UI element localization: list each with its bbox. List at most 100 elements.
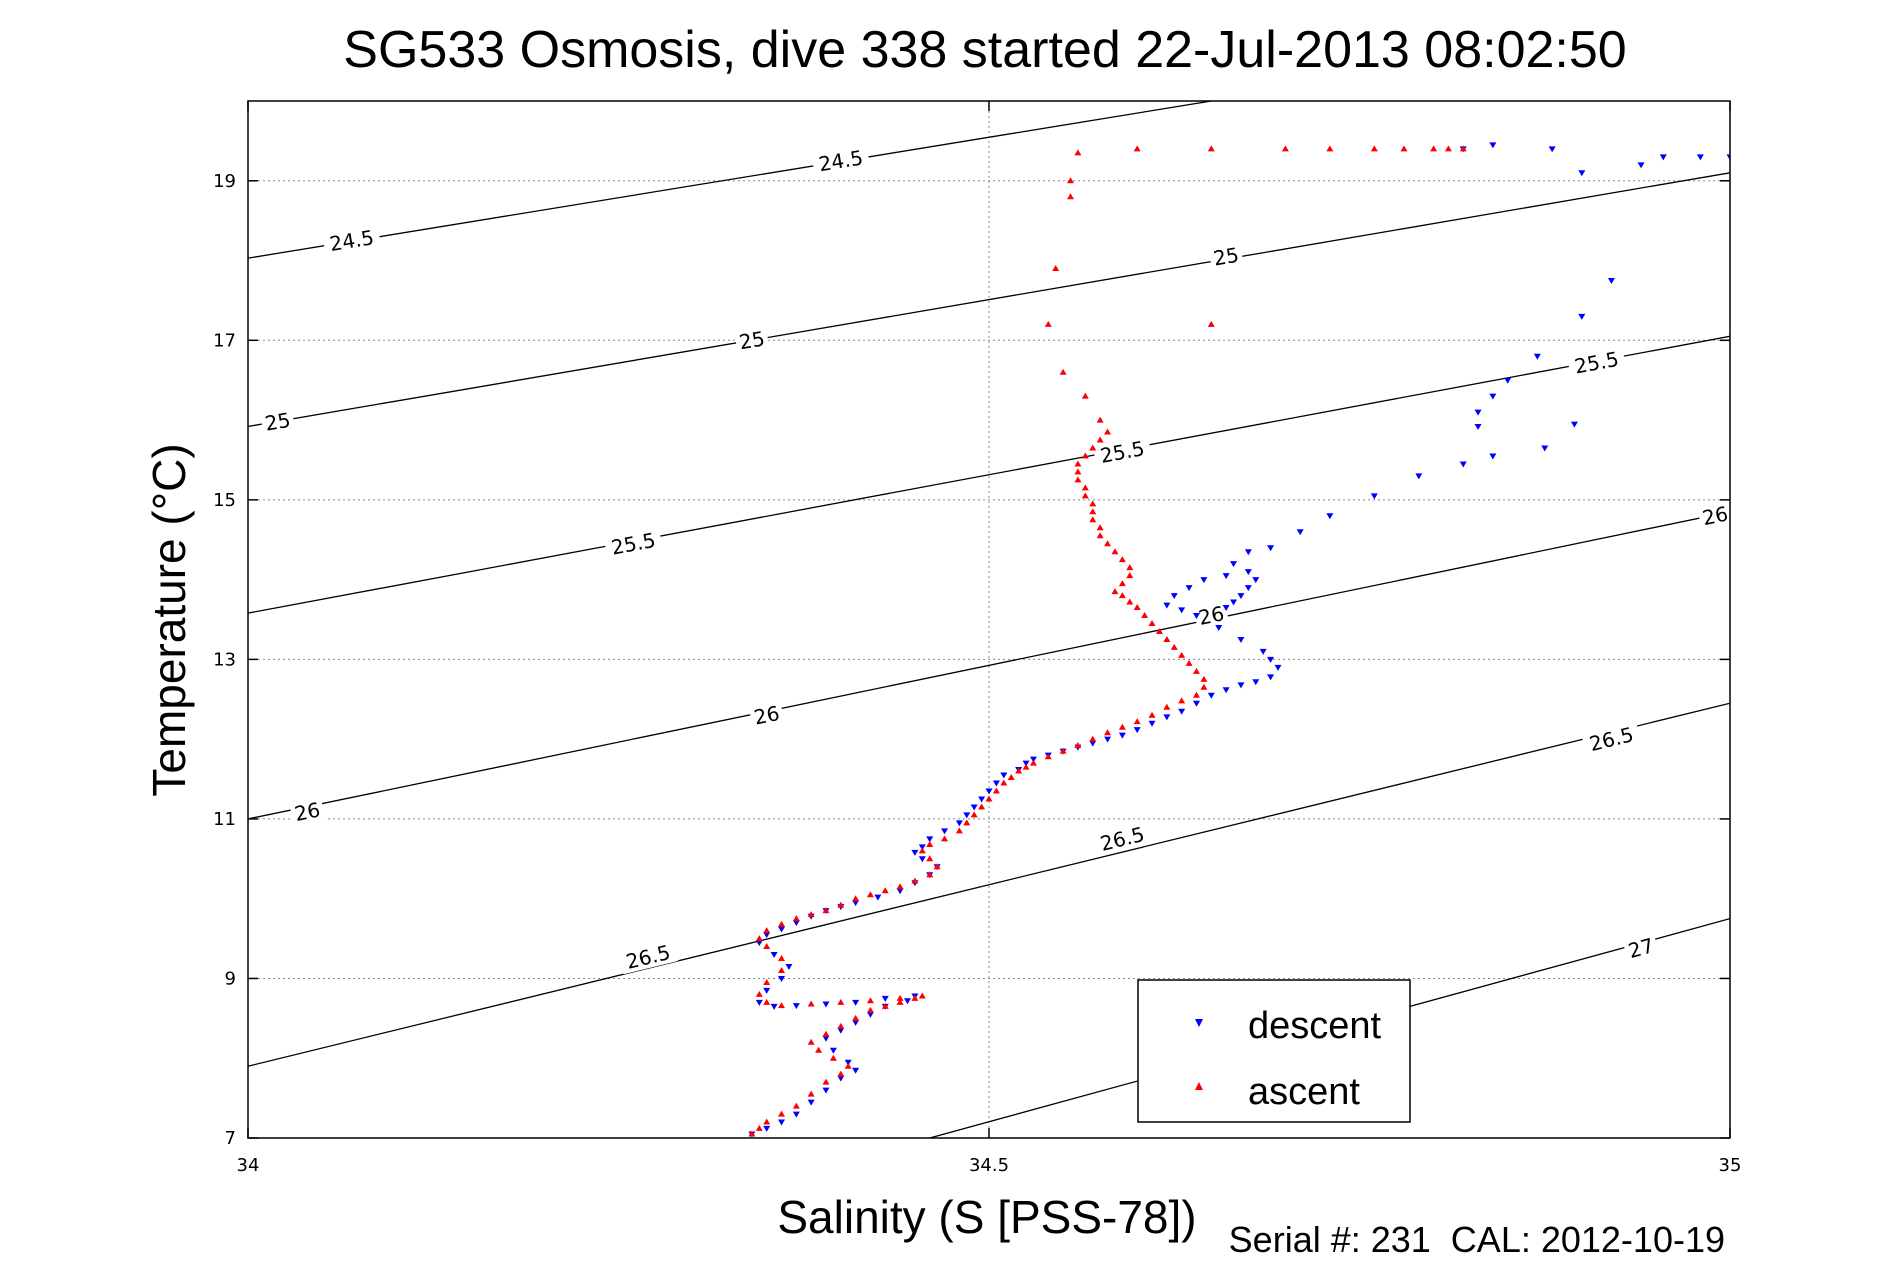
legend-marker-ascent	[1195, 1082, 1203, 1090]
descent-point	[874, 894, 882, 901]
ascent-point	[1200, 683, 1208, 690]
ascent-point	[837, 1022, 845, 1029]
descent-point	[1474, 409, 1482, 416]
contour-label-bg	[1622, 933, 1660, 963]
legend-entry-ascent: ascent	[1195, 1071, 1360, 1113]
data-series	[748, 142, 1730, 1138]
descent-point	[1274, 664, 1282, 671]
ascent-point	[1059, 368, 1067, 375]
ascent-point	[852, 895, 860, 902]
ascent-point	[970, 811, 978, 818]
ascent-point	[1281, 145, 1289, 152]
descent-point	[807, 1099, 815, 1106]
ascent-point	[822, 1030, 830, 1037]
descent-point	[985, 788, 993, 795]
descent-point	[1178, 708, 1186, 715]
descent-point	[1533, 353, 1541, 360]
contour-label-26: 26	[1697, 501, 1734, 530]
ascent-point	[778, 966, 786, 973]
ascent-point	[992, 787, 1000, 794]
ascent-point	[1074, 149, 1082, 156]
ascent-point	[1044, 753, 1052, 760]
ascent-point	[1192, 691, 1200, 698]
descent-point	[778, 1119, 786, 1126]
contour-label-text: 25	[263, 408, 292, 436]
ascent-point	[926, 840, 934, 847]
descent-point	[1133, 727, 1141, 734]
ascent-point	[837, 998, 845, 1005]
descent-point	[1259, 648, 1267, 655]
ascent-point	[778, 1110, 786, 1117]
descent-point	[852, 999, 860, 1006]
contour-label-bg	[748, 701, 785, 730]
chart-title: SG533 Osmosis, dive 338 started 22-Jul-2…	[343, 21, 1626, 79]
legend-box	[1137, 979, 1411, 1123]
legend-entry-descent: descent	[1195, 1005, 1382, 1047]
descent-point	[1504, 377, 1512, 384]
ascent-point	[1207, 320, 1215, 327]
descent-point	[941, 828, 949, 835]
descent-point	[1489, 453, 1497, 460]
ascent-point	[896, 998, 904, 1005]
descent-point	[1570, 421, 1578, 428]
descent-point	[1192, 700, 1200, 707]
ascent-point	[1185, 659, 1193, 666]
ascent-point	[1067, 177, 1075, 184]
contour-label-bg	[1697, 501, 1734, 530]
ascent-point	[1089, 444, 1097, 451]
ascent-point	[1074, 476, 1082, 483]
axis-ticks: 34 34.5 35 7 9 11 13 15 17 19	[213, 101, 1741, 1176]
ascent-point	[755, 935, 763, 942]
descent-point	[852, 900, 860, 907]
ascent-point	[807, 911, 815, 918]
ascent-point	[1200, 675, 1208, 682]
ascent-point	[1089, 735, 1097, 742]
descent-point	[1230, 599, 1238, 606]
descent-point	[1726, 154, 1730, 161]
ascent-point	[866, 891, 874, 898]
ascent-point	[1000, 779, 1008, 786]
descent-point	[852, 1019, 860, 1026]
ascent-point	[1133, 604, 1141, 611]
density-contour-25	[248, 172, 1730, 428]
descent-point	[881, 995, 889, 1002]
descent-point	[763, 987, 771, 994]
descent-point	[1163, 714, 1171, 721]
descent-point	[1548, 146, 1556, 153]
ascent-point	[763, 978, 771, 985]
ascent-point	[1059, 747, 1067, 754]
ascent-point	[1170, 643, 1178, 650]
ascent-point	[837, 1070, 845, 1077]
contour-label-bg	[1092, 821, 1153, 857]
contour-label-bg	[734, 326, 770, 354]
descent-point	[1215, 624, 1223, 631]
descent-point	[822, 1035, 830, 1042]
ascent-point	[837, 901, 845, 908]
ascent-point	[1370, 145, 1378, 152]
ascent-point	[822, 1078, 830, 1085]
descent-point	[1170, 593, 1178, 600]
descent-point	[770, 952, 778, 959]
descent-point	[963, 812, 971, 819]
contour-label-bg	[1193, 601, 1230, 630]
ascent-point	[1029, 759, 1037, 766]
descent-point	[978, 796, 986, 803]
ascent-point	[1148, 711, 1156, 718]
contour-label-bg	[1567, 346, 1627, 379]
contour-label-bg	[322, 225, 382, 256]
contour-label-bg	[603, 527, 663, 560]
ascent-point	[792, 915, 800, 922]
ascent-point	[1096, 532, 1104, 539]
ascent-point	[807, 1038, 815, 1045]
ascent-point	[763, 927, 771, 934]
descent-point	[1296, 529, 1304, 536]
contour-label-text: 26	[292, 797, 322, 826]
ascent-point	[1096, 416, 1104, 423]
ascent-point	[896, 883, 904, 890]
ascent-point	[926, 855, 934, 862]
ascent-point	[918, 847, 926, 854]
ascent-point	[829, 1054, 837, 1061]
ascent-point	[1081, 492, 1089, 499]
contour-label-bg	[289, 797, 326, 826]
ascent-point	[1118, 723, 1126, 730]
